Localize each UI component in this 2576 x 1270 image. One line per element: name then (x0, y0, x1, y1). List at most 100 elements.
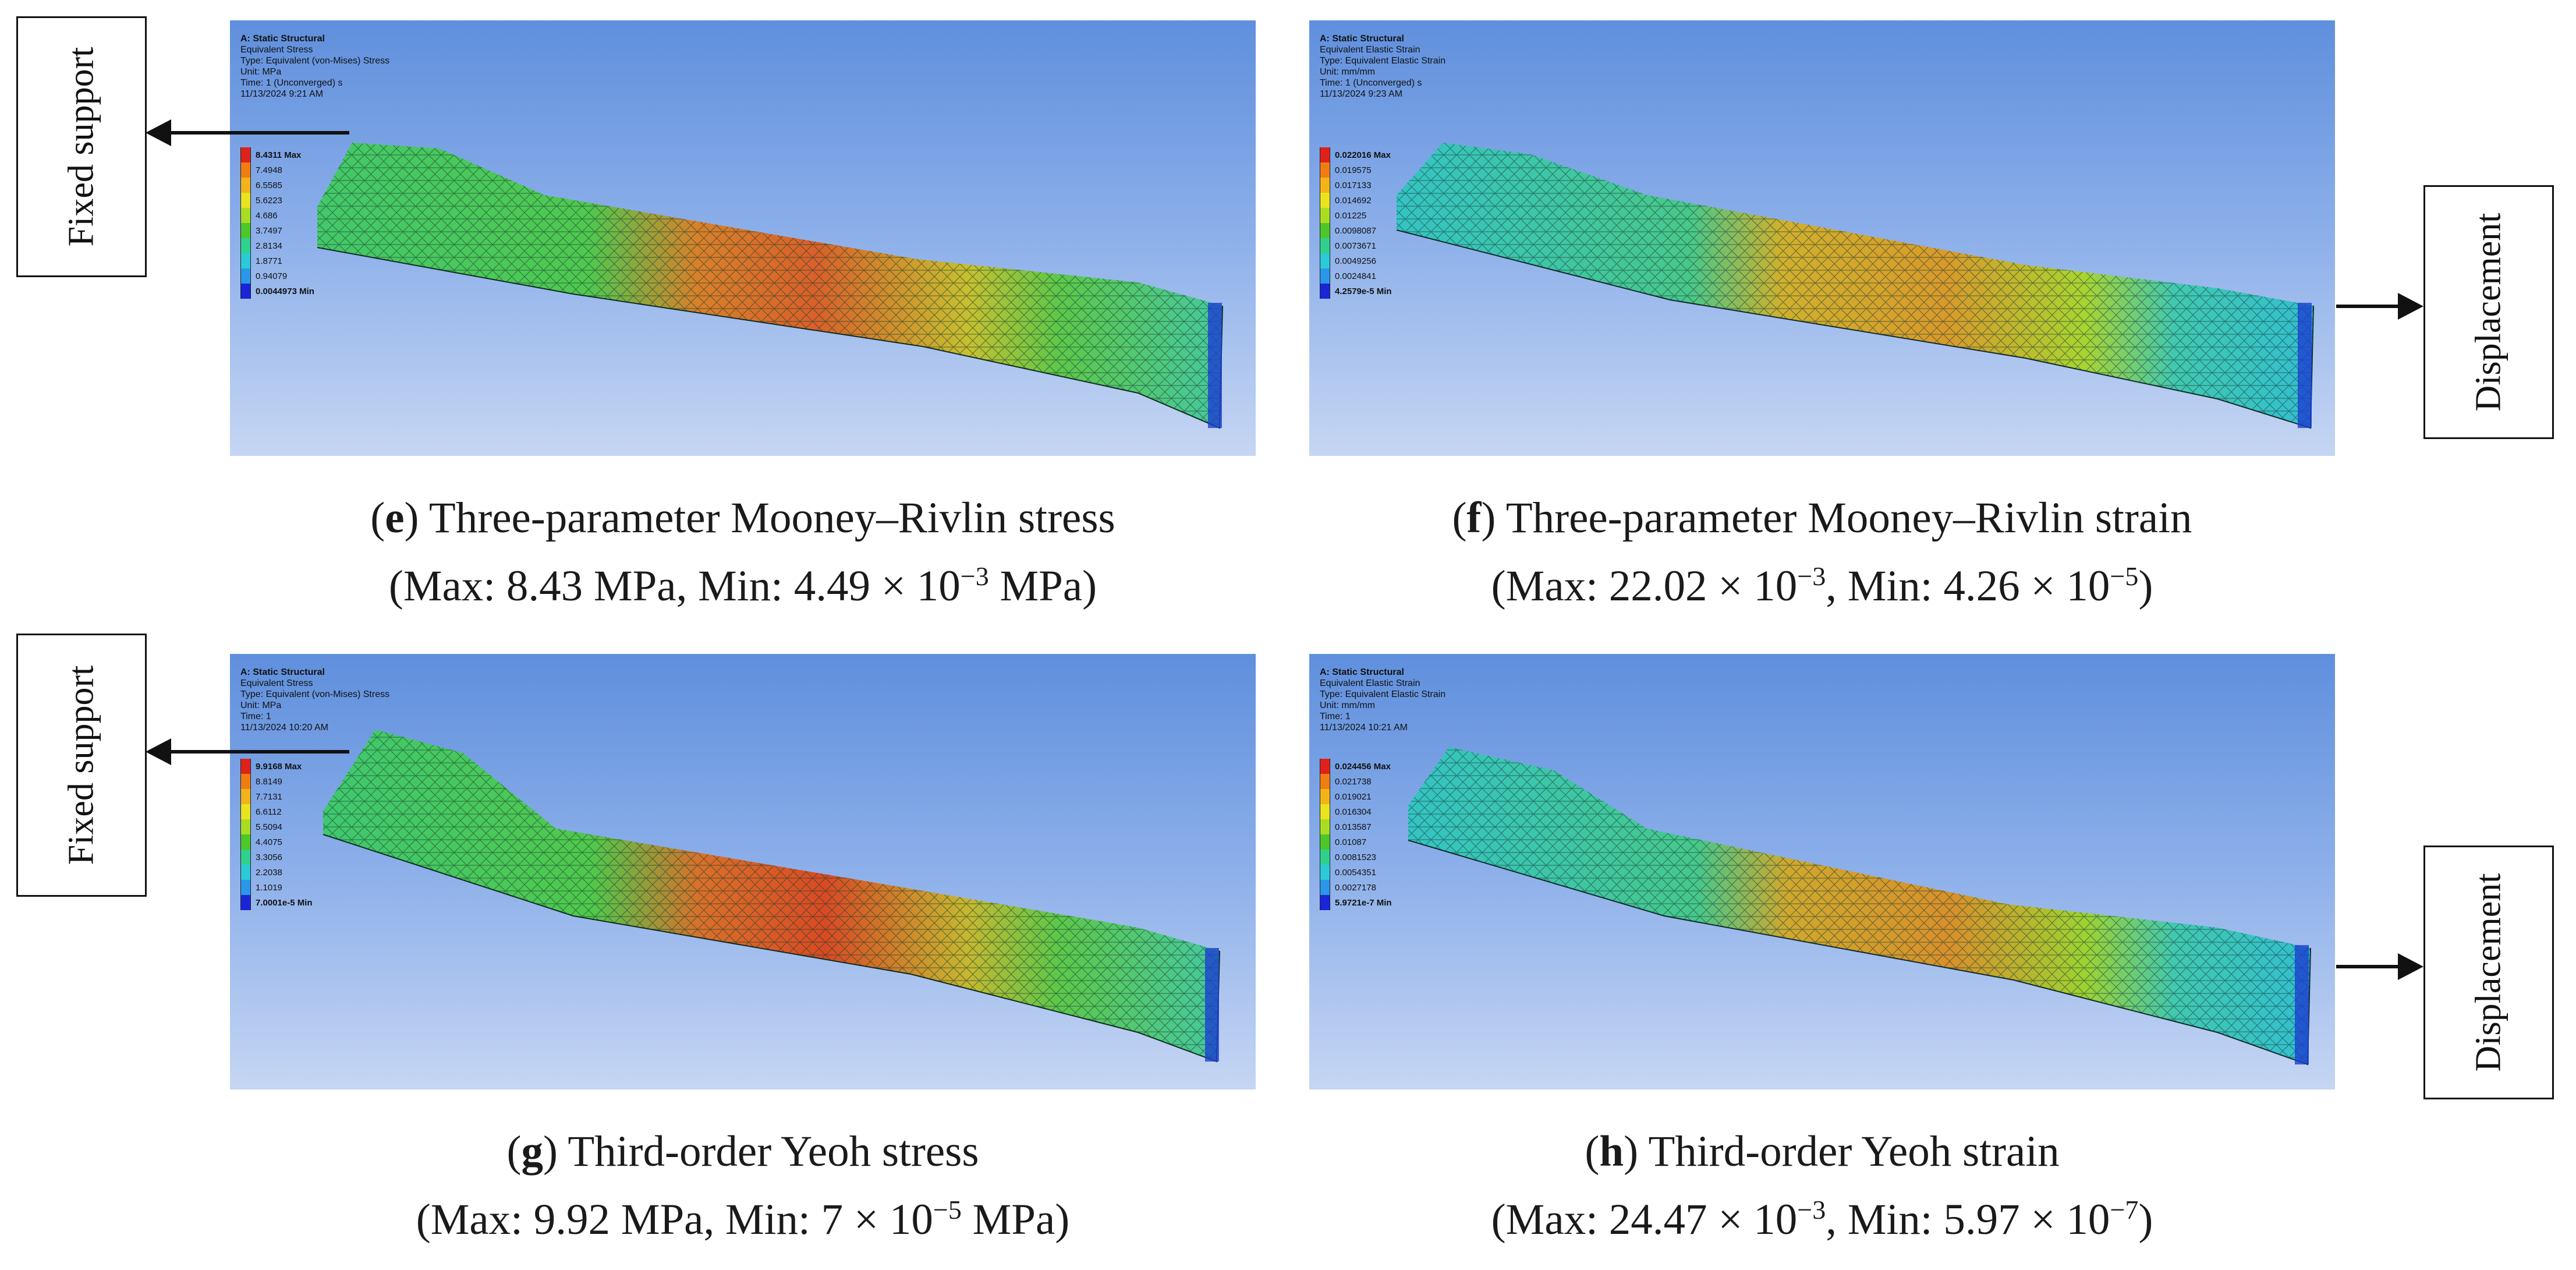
legend-swatch (1320, 789, 1330, 804)
legend-row: 4.686 (240, 208, 314, 223)
legend-row: 5.6223 (240, 193, 314, 208)
legend-row: 6.5585 (240, 178, 314, 193)
legend-value: 8.4311 Max (256, 150, 302, 160)
legend-swatch (240, 193, 251, 208)
legend-row: 0.017133 (1320, 178, 1392, 193)
legend-value: 0.0054351 (1335, 867, 1376, 878)
displacement-label: Displacement (2468, 213, 2508, 412)
legend-row: 0.0044973 Min (240, 284, 314, 299)
legend-swatch (1320, 208, 1330, 223)
legend-value: 9.9168 Max (256, 761, 302, 772)
legend-swatch (1320, 880, 1330, 895)
info-line: Type: Equivalent (von-Mises) Stress (240, 689, 390, 699)
info-line: Time: 1 (1320, 712, 1351, 721)
info-line: 11/13/2024 10:20 AM (240, 723, 328, 733)
caption-range-end: ) (2138, 1195, 2153, 1244)
legend-value: 1.8771 (256, 256, 282, 266)
caption-letter: g (521, 1127, 543, 1176)
legend-swatch (1320, 147, 1330, 162)
fixed-support-label-box: Fixed support (16, 634, 147, 897)
caption-exponent: −3 (1797, 561, 1826, 591)
caption-exponent: −3 (960, 561, 989, 591)
legend-row: 0.014692 (1320, 193, 1392, 208)
legend-swatch (240, 819, 251, 834)
displacement-label: Displacement (2468, 873, 2508, 1072)
legend-swatch (240, 238, 251, 253)
legend-swatch (240, 834, 251, 850)
legend-value: 6.5585 (256, 180, 282, 190)
info-line: Equivalent Elastic Strain (1320, 678, 1420, 688)
caption-f: (f) Three-parameter Mooney–Rivlin strain… (1452, 494, 2192, 610)
legend-value: 0.0024841 (1335, 271, 1376, 281)
info-line: Type: Equivalent Elastic Strain (1320, 56, 1446, 66)
info-line: 11/13/2024 10:21 AM (1320, 723, 1408, 733)
legend-row: 2.8134 (240, 238, 314, 253)
color-legend-h: 0.024456 Max 0.021738 0.019021 0.016304 0.01… (1320, 759, 1392, 910)
legend-value: 0.014692 (1335, 195, 1372, 206)
info-line: 11/13/2024 9:23 AM (1320, 89, 1403, 99)
legend-value: 3.3056 (256, 852, 282, 862)
legend-value: 0.01225 (1335, 210, 1367, 221)
legend-swatch (240, 162, 251, 178)
info-line: 11/13/2024 9:21 AM (240, 89, 324, 99)
caption-title: ) Three-parameter Mooney–Rivlin strain (1481, 494, 2192, 542)
legend-row: 3.3056 (240, 850, 313, 865)
legend-value: 2.2038 (256, 867, 282, 878)
legend-value: 0.01087 (1335, 837, 1367, 847)
legend-swatch (1320, 819, 1330, 834)
caption-e: (e) Three-parameter Mooney–Rivlin stress… (370, 494, 1115, 610)
legend-swatch (1320, 284, 1330, 299)
legend-swatch (1320, 238, 1330, 253)
fixed-support-arrow (146, 119, 349, 146)
info-line: A: Static Structural (1320, 667, 1404, 677)
info-line: Time: 1 (Unconverged) s (240, 78, 343, 88)
legend-row: 0.0024841 (1320, 268, 1392, 284)
color-legend-e: 8.4311 Max 7.4948 6.5585 5.6223 4.686 3.7497 2… (240, 147, 314, 299)
legend-row: 0.0081523 (1320, 850, 1392, 865)
caption-exponent: −3 (1797, 1195, 1826, 1225)
legend-row: 0.019575 (1320, 162, 1392, 178)
legend-value: 5.5094 (256, 822, 282, 832)
panel-f-strain-plot: A: Static Structural Equivalent Elastic … (1309, 20, 2335, 456)
specimen-mesh-h (1408, 747, 2311, 1066)
legend-swatch (1320, 834, 1330, 850)
legend-swatch (1320, 193, 1330, 208)
legend-swatch (240, 208, 251, 223)
legend-value: 4.2579e-5 Min (1335, 286, 1392, 296)
legend-value: 0.024456 Max (1335, 761, 1391, 772)
legend-value: 0.0073671 (1335, 240, 1376, 251)
color-legend-g: 9.9168 Max 8.8149 7.7131 6.6112 5.5094 4.4075… (240, 759, 313, 910)
legend-swatch (240, 147, 251, 162)
legend-row: 0.0073671 (1320, 238, 1392, 253)
fixed-support-label-box: Fixed support (16, 16, 147, 277)
legend-value: 1.1019 (256, 882, 282, 893)
legend-row: 0.013587 (1320, 819, 1392, 834)
caption-title: ) Third-order Yeoh stress (543, 1127, 979, 1176)
legend-row: 0.0049256 (1320, 253, 1392, 268)
caption-range: (Max: 8.43 MPa, Min: 4.49 × 10 (388, 562, 961, 610)
legend-value: 4.4075 (256, 837, 282, 847)
legend-value: 0.0081523 (1335, 852, 1376, 862)
legend-swatch (240, 880, 251, 895)
legend-row: 0.0098087 (1320, 223, 1392, 238)
caption-g: (g) Third-order Yeoh stress (Max: 9.92 M… (416, 1127, 1070, 1244)
legend-swatch (240, 789, 251, 804)
legend-value: 7.7131 (256, 791, 282, 802)
caption-title: ) Third-order Yeoh strain (1624, 1127, 2060, 1176)
legend-swatch (1320, 865, 1330, 880)
legend-swatch (240, 223, 251, 238)
legend-value: 0.016304 (1335, 806, 1372, 817)
legend-value: 5.6223 (256, 195, 282, 206)
caption-range-end: MPa) (988, 562, 1097, 610)
caption-letter: h (1599, 1127, 1624, 1176)
legend-row: 8.4311 Max (240, 147, 314, 162)
panel-g-stress-plot: A: Static Structural Equivalent Stress T… (230, 654, 1256, 1089)
info-line: Unit: mm/mm (1320, 67, 1376, 77)
legend-value: 2.8134 (256, 240, 282, 251)
legend-row: 9.9168 Max (240, 759, 313, 774)
legend-swatch (1320, 268, 1330, 284)
displacement-arrow (2336, 293, 2423, 320)
legend-row: 1.1019 (240, 880, 313, 895)
specimen-mesh-g (323, 730, 1220, 1063)
specimen-mesh-e (317, 143, 1223, 429)
